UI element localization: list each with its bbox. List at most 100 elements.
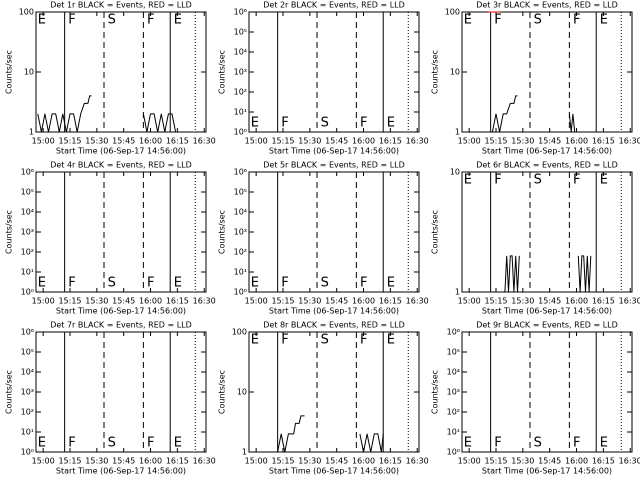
x-tick-label: 15:15 (271, 457, 294, 466)
y-tick-label: 10⁵ (234, 188, 247, 197)
x-tick-label: 15:15 (271, 297, 294, 306)
x-tick-label: 16:15 (166, 457, 189, 466)
event-label: E (174, 13, 182, 28)
y-tick-label: 10² (234, 248, 247, 257)
chart-title: Det 1r BLACK = Events, RED = LLD (50, 1, 192, 10)
x-tick-label: 16:30 (406, 137, 429, 146)
x-tick-label: 16:15 (379, 137, 402, 146)
event-label: E (38, 13, 46, 28)
chart-title: Det 3r BLACK = Events, RED = LLD (476, 1, 618, 10)
y-tick-label: 10² (21, 248, 34, 257)
x-tick-label: 16:00 (565, 457, 588, 466)
y-tick-label: 10³ (21, 228, 34, 237)
x-tick-label: 15:15 (58, 457, 81, 466)
y-tick-label: 10⁰ (21, 448, 34, 457)
event-label: S (321, 116, 329, 131)
x-tick-label: 16:30 (619, 297, 640, 306)
y-tick-label: 10⁵ (447, 348, 460, 357)
y-tick-label: 10⁶ (234, 8, 247, 17)
event-label: S (108, 13, 116, 28)
event-label: F (147, 13, 154, 28)
event-label: F (147, 276, 154, 291)
event-label: F (573, 436, 580, 451)
event-label: E (464, 173, 472, 188)
x-tick-label: 15:15 (484, 457, 507, 466)
x-tick-label: 15:15 (484, 297, 507, 306)
y-tick-label: 10⁰ (447, 448, 460, 457)
x-tick-label: 15:45 (538, 297, 561, 306)
chart-title: Det 6r BLACK = Events, RED = LLD (476, 161, 618, 170)
y-axis-label: Counts/sec (5, 210, 14, 254)
x-tick-label: 16:00 (139, 457, 162, 466)
x-tick-label: 15:30 (511, 137, 534, 146)
x-axis-label: Start Time (06-Sep-17 14:56:00) (269, 147, 399, 156)
event-label: S (534, 13, 542, 28)
y-axis-label: Counts/sec (431, 370, 440, 414)
x-tick-label: 15:00 (245, 457, 268, 466)
x-tick-label: 15:45 (325, 297, 348, 306)
event-label: F (360, 116, 367, 131)
event-label: F (68, 13, 75, 28)
y-tick-label: 10⁰ (234, 128, 247, 137)
x-tick-label: 16:15 (379, 297, 402, 306)
x-tick-label: 15:45 (112, 297, 135, 306)
y-tick-label: 10⁶ (21, 168, 34, 177)
x-tick-label: 15:00 (458, 457, 481, 466)
y-tick-label: 10³ (234, 228, 247, 237)
x-tick-label: 15:00 (32, 137, 55, 146)
event-label: S (321, 333, 329, 348)
x-axis-label: Start Time (06-Sep-17 14:56:00) (482, 467, 612, 476)
x-tick-label: 16:00 (139, 297, 162, 306)
y-tick-label: 1 (242, 448, 247, 457)
y-tick-label: 10¹ (21, 268, 34, 277)
y-tick-label: 10 (450, 68, 460, 77)
x-tick-label: 15:15 (58, 137, 81, 146)
x-tick-label: 16:00 (352, 457, 375, 466)
x-tick-label: 16:00 (352, 137, 375, 146)
event-label: E (38, 436, 46, 451)
x-tick-label: 15:00 (32, 457, 55, 466)
x-tick-label: 16:00 (352, 297, 375, 306)
event-label: F (147, 436, 154, 451)
y-tick-label: 10⁴ (234, 48, 247, 57)
data-line (277, 415, 384, 453)
x-axis-label: Start Time (06-Sep-17 14:56:00) (56, 307, 186, 316)
y-tick-label: 1 (29, 128, 34, 137)
y-tick-label: 10² (447, 408, 460, 417)
event-label: E (251, 333, 259, 348)
x-tick-label: 16:15 (166, 297, 189, 306)
chart-title: Det 9r BLACK = Events, RED = LLD (476, 321, 618, 330)
x-tick-label: 15:30 (85, 457, 108, 466)
y-tick-label: 10 (450, 168, 460, 177)
event-label: S (108, 276, 116, 291)
event-label: F (281, 276, 288, 291)
y-tick-label: 10⁴ (21, 208, 34, 217)
event-label: E (174, 436, 182, 451)
event-label: S (108, 436, 116, 451)
x-tick-label: 16:30 (193, 297, 216, 306)
chart-title: Det 2r BLACK = Events, RED = LLD (263, 1, 405, 10)
chart-title: Det 7r BLACK = Events, RED = LLD (50, 321, 192, 330)
x-tick-label: 16:30 (193, 457, 216, 466)
event-label: F (494, 173, 501, 188)
plot-frame (461, 171, 633, 293)
x-tick-label: 16:30 (619, 457, 640, 466)
x-tick-label: 16:15 (592, 457, 615, 466)
y-tick-label: 100 (232, 328, 247, 337)
x-tick-label: 16:15 (166, 137, 189, 146)
x-tick-label: 15:30 (85, 297, 108, 306)
x-tick-label: 15:15 (58, 297, 81, 306)
x-tick-label: 15:00 (32, 297, 55, 306)
x-tick-label: 16:15 (592, 297, 615, 306)
y-tick-label: 10¹ (21, 428, 34, 437)
y-tick-label: 1 (455, 128, 460, 137)
x-tick-label: 15:30 (511, 297, 534, 306)
chart-title: Det 8r BLACK = Events, RED = LLD (263, 321, 405, 330)
event-label: F (573, 13, 580, 28)
x-tick-label: 15:30 (511, 457, 534, 466)
event-label: F (573, 173, 580, 188)
y-tick-label: 10⁵ (21, 188, 34, 197)
event-label: E (387, 116, 395, 131)
y-axis-label: Counts/sec (431, 210, 440, 254)
